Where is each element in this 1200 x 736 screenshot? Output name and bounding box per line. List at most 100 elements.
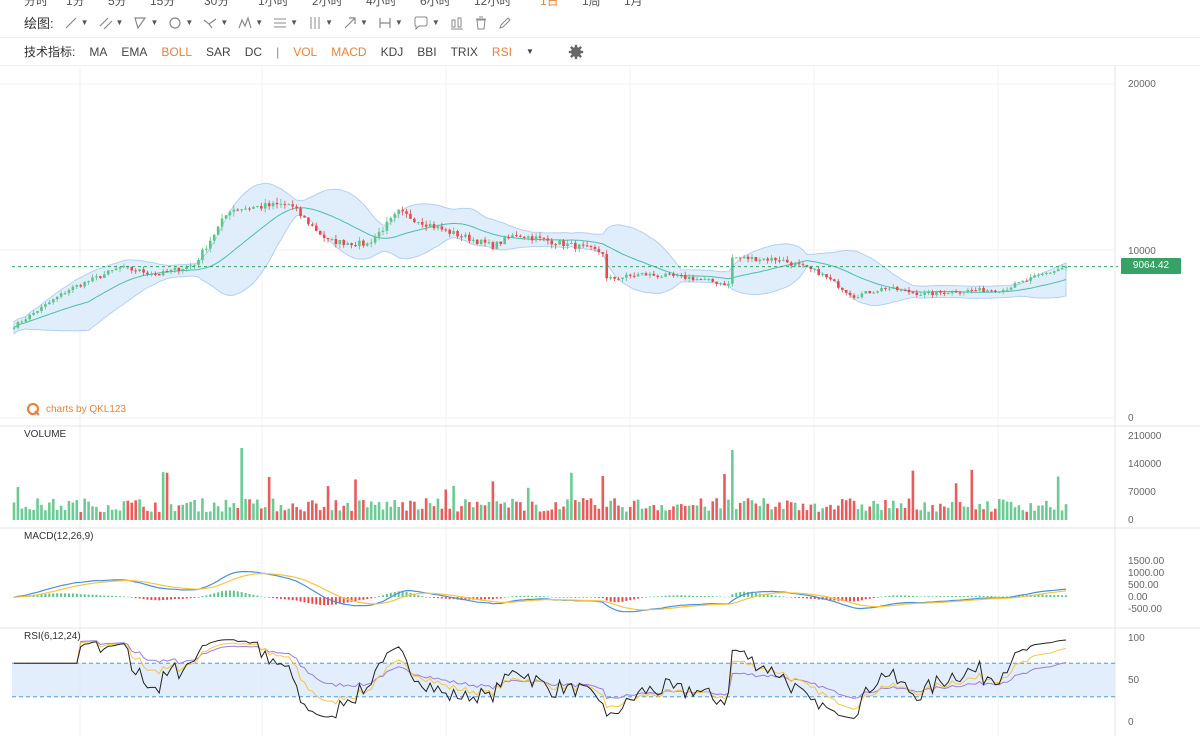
volume-bar (342, 506, 345, 520)
indicator-ma[interactable]: MA (89, 45, 107, 59)
y-axis-tick: 10000 (1128, 246, 1156, 257)
candle-body (629, 275, 632, 276)
fib-tool-icon[interactable]: ▼ (203, 16, 228, 30)
macd-histogram-bar (947, 596, 949, 597)
candle-body (739, 257, 742, 258)
triangle-tool-icon[interactable]: ▼ (133, 16, 158, 30)
candle-body (1018, 282, 1021, 283)
vertical-lines-tool-icon[interactable]: ▼ (308, 16, 333, 30)
volume-bar (91, 506, 94, 520)
parallel-line-tool-icon[interactable]: ▼ (99, 16, 124, 30)
candle-body (499, 242, 502, 244)
macd-histogram-bar (48, 594, 50, 597)
timeframe-tab[interactable]: 分时 (24, 0, 48, 8)
timeframe-tab[interactable]: 30分 (204, 0, 229, 8)
settings-gear-icon[interactable] (568, 44, 584, 60)
timeframe-tab[interactable]: 15分 (150, 0, 175, 8)
comment-tool-icon[interactable]: ▼ (413, 16, 440, 30)
candle-body (221, 219, 224, 227)
volume-bar (527, 488, 530, 520)
volume-bar (99, 512, 102, 520)
candle-body (170, 270, 173, 272)
macd-histogram-bar (975, 596, 977, 597)
timeframe-tab[interactable]: 5分 (108, 0, 127, 8)
arrow-tool-icon[interactable]: ▼ (343, 16, 368, 30)
candle-body (287, 204, 290, 205)
pencil-icon[interactable] (498, 16, 512, 30)
candle-body (570, 243, 573, 244)
volume-bar (825, 507, 828, 520)
timeframe-tab[interactable]: 1周 (582, 0, 601, 8)
volume-bar (130, 503, 133, 520)
volume-bar (660, 505, 663, 520)
volume-bar (319, 510, 322, 520)
indicator-dc[interactable]: DC (245, 45, 262, 59)
macd-histogram-bar (618, 597, 620, 602)
macd-histogram-bar (488, 597, 490, 599)
candle-style-icon[interactable] (450, 16, 464, 30)
timeframe-tab[interactable]: 1日 (540, 0, 559, 8)
candle-body (480, 240, 483, 244)
volume-bar (437, 499, 440, 520)
macd-histogram-bar (60, 593, 62, 597)
volume-bar (115, 509, 118, 520)
line-tool-icon[interactable]: ▼ (64, 16, 89, 30)
candle-body (747, 257, 750, 259)
volume-bar (32, 510, 35, 520)
timeframe-tab[interactable]: 1小时 (258, 0, 289, 8)
macd-histogram-bar (213, 593, 215, 597)
indicator-kdj[interactable]: KDJ (381, 45, 404, 59)
macd-histogram-bar (983, 596, 985, 597)
circle-tool-icon[interactable]: ▼ (168, 16, 193, 30)
timeframe-tab[interactable]: 6小时 (420, 0, 451, 8)
volume-bar (52, 499, 55, 520)
timeframe-tab[interactable]: 4小时 (366, 0, 397, 8)
trash-icon[interactable] (474, 16, 488, 30)
volume-bar (578, 502, 581, 520)
volume-bar (315, 503, 318, 520)
macd-histogram-bar (166, 597, 168, 600)
timeframe-tab[interactable]: 12小时 (474, 0, 511, 8)
price-chart[interactable]: 200001000002100001400007000001500.001000… (0, 66, 1200, 736)
candle-body (994, 291, 997, 292)
volume-bar (1057, 476, 1060, 520)
candle-body (319, 231, 322, 235)
timeframe-tab[interactable]: 1分 (66, 0, 85, 8)
macd-histogram-bar (374, 597, 376, 598)
volume-bar (798, 510, 801, 520)
horizontal-line-tool-icon[interactable]: ▼ (273, 16, 298, 30)
indicator-boll[interactable]: BOLL (161, 45, 192, 59)
indicator-bbi[interactable]: BBI (417, 45, 436, 59)
volume-bar (547, 511, 550, 520)
macd-histogram-bar (64, 593, 66, 597)
timeframe-tab[interactable]: 1月 (624, 0, 643, 8)
volume-bar (217, 506, 220, 520)
macd-histogram-bar (928, 596, 930, 597)
indicator-sar[interactable]: SAR (206, 45, 231, 59)
indicator-rsi[interactable]: RSI (492, 45, 512, 59)
candle-body (299, 208, 302, 216)
candle-body (146, 273, 149, 275)
macd-histogram-bar (143, 597, 145, 599)
volume-bar (927, 512, 930, 520)
macd-histogram-bar (523, 596, 525, 597)
y-axis-tick: 100 (1128, 633, 1145, 644)
timeframe-tab[interactable]: 2小时 (312, 0, 343, 8)
volume-bar (770, 509, 773, 520)
candle-body (939, 291, 942, 292)
indicator-trix[interactable]: TRIX (451, 45, 478, 59)
pattern-tool-icon[interactable]: ▼ (238, 16, 263, 30)
volume-bar (236, 508, 239, 520)
measure-tool-icon[interactable]: ▼ (378, 16, 403, 30)
indicator-vol[interactable]: VOL (293, 45, 317, 59)
candle-body (1014, 283, 1017, 288)
candle-body (24, 319, 27, 321)
indicator-macd[interactable]: MACD (331, 45, 366, 59)
candle-body (134, 270, 137, 271)
indicator-more-icon[interactable]: ▼ (526, 47, 534, 56)
volume-bar (1010, 502, 1013, 520)
indicator-ema[interactable]: EMA (121, 45, 147, 59)
volume-bar (244, 499, 247, 520)
volume-bar (1049, 507, 1052, 520)
volume-bar (719, 508, 722, 520)
